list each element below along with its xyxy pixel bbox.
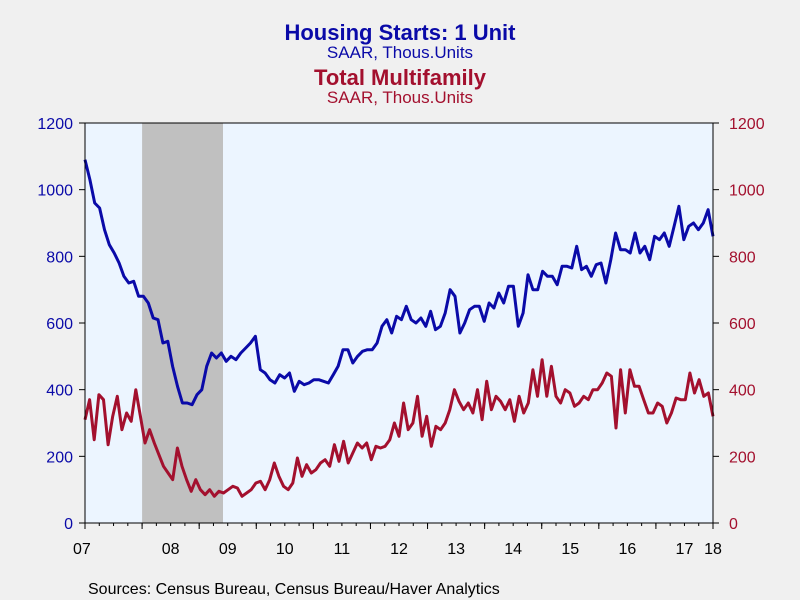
axes: 0 200 400 600 800 1000 1200 0 200 400 600 800 1000 12… (37, 116, 764, 558)
x-axis-tick-label: 07 (73, 541, 91, 558)
right-axis-tick-label: 600 (729, 316, 756, 333)
left-axis-tick-label: 400 (46, 383, 73, 400)
recession-band (142, 123, 223, 523)
series2-subtitle: SAAR, Thous.Units (327, 88, 473, 107)
right-axis-tick-label: 0 (729, 516, 738, 533)
left-axis-tick-label: 200 (46, 449, 73, 466)
x-axis-tick-label: 08 (162, 541, 180, 558)
x-axis-tick-label: 13 (447, 541, 465, 558)
left-axis-tick-label: 1200 (37, 116, 73, 133)
right-axis-tick-label: 1000 (729, 183, 765, 200)
x-axis-tick-label: 14 (504, 541, 522, 558)
x-axis-tick-label: 09 (219, 541, 237, 558)
series-line-single-unit (83, 159, 715, 407)
left-axis-tick-label: 800 (46, 249, 73, 266)
series2-title: Total Multifamily (314, 65, 487, 90)
series-line-multifamily (83, 358, 715, 498)
series1-title: Housing Starts: 1 Unit (284, 20, 516, 45)
series1-subtitle: SAAR, Thous.Units (327, 43, 473, 62)
x-axis-tick-label: 10 (276, 541, 294, 558)
right-axis-tick-label: 1200 (729, 116, 765, 133)
x-axis-tick-label: 12 (390, 541, 408, 558)
plot-frame (84, 122, 714, 524)
right-axis-tick-label: 400 (729, 383, 756, 400)
left-axis-tick-label: 1000 (37, 183, 73, 200)
left-axis-tick-label: 600 (46, 316, 73, 333)
source-note: Sources: Census Bureau, Census Bureau/Ha… (88, 581, 500, 598)
series-lines (83, 159, 715, 498)
x-axis-tick-label: 15 (561, 541, 579, 558)
x-axis-tick-label: 17 (676, 541, 694, 558)
right-axis-tick-label: 200 (729, 449, 756, 466)
x-axis-tick-label: 16 (618, 541, 636, 558)
x-axis-tick-label: 18 (704, 541, 722, 558)
x-axis-tick-label: 11 (334, 541, 351, 558)
right-axis-tick-label: 800 (729, 249, 756, 266)
left-axis-tick-label: 0 (64, 516, 73, 533)
